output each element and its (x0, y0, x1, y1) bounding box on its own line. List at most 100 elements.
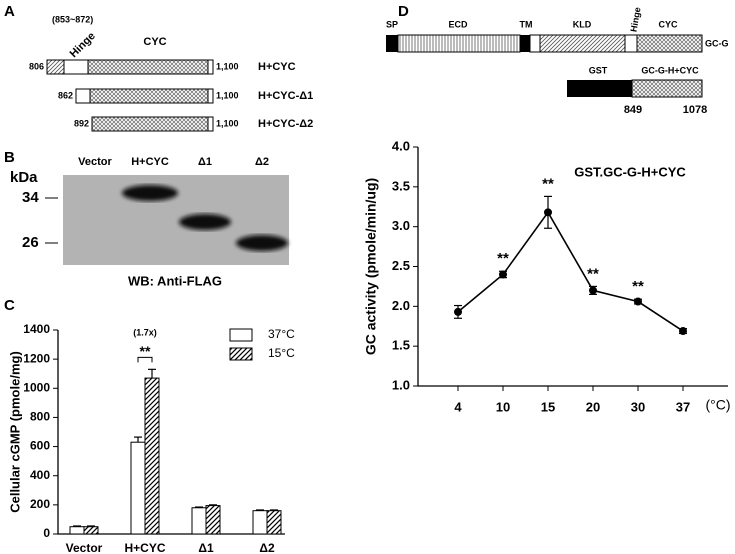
domain: KLD (573, 19, 592, 29)
legend-swatch (229, 347, 253, 361)
marker: 34 (22, 189, 39, 206)
segment (207, 59, 214, 75)
significance: ** (497, 250, 509, 267)
x-tick-label: Δ2 (259, 541, 275, 554)
band (179, 214, 231, 230)
y-tick-label: 3.0 (392, 218, 410, 233)
fusion: GC-G-H+CYC (641, 65, 699, 75)
segment (386, 35, 398, 52)
fusion: GST (589, 65, 608, 75)
segment (91, 116, 209, 132)
segment (46, 59, 65, 75)
segment (636, 34, 703, 53)
segment (63, 59, 89, 75)
panel-a: (853~872) Hinge CYC 806 862 892 1,100 1,… (29, 14, 313, 132)
segment (207, 88, 214, 104)
y-tick-label: 1.0 (392, 377, 410, 392)
segment (567, 80, 632, 97)
bar (266, 510, 282, 535)
segment (75, 88, 91, 104)
y-tick-label: 4.0 (392, 138, 410, 153)
legend-swatch (229, 328, 253, 342)
band (236, 235, 288, 251)
segment (397, 34, 521, 53)
y-tick-label: 400 (30, 468, 50, 482)
significance: ** (587, 265, 599, 282)
bar (83, 526, 99, 535)
significance: ** (632, 278, 644, 295)
domain: ECD (448, 19, 468, 29)
domain: CYC (658, 19, 678, 29)
significance: ** (140, 343, 151, 359)
y-tick-label: 200 (30, 497, 50, 511)
residue: 849 (624, 104, 642, 116)
construct: H+CYC (258, 61, 296, 73)
panel-b: Vector H+CYC Δ1 Δ2 kDa 34 26 WB: Anti-FL… (10, 156, 289, 288)
blot (63, 175, 289, 265)
legend-label: 37°C (268, 327, 295, 341)
bar (130, 441, 146, 535)
y-tick-label: 2.5 (392, 258, 410, 273)
unit: kDa (10, 169, 38, 186)
panel-label: A (4, 3, 15, 20)
y-tick-label: 800 (30, 410, 50, 424)
hinge-label: Hinge (68, 30, 98, 60)
y-tick-label: 3.5 (392, 178, 410, 193)
y-tick-label: 1400 (23, 322, 50, 336)
x-tick-label: 10 (496, 399, 510, 414)
lane-label: Δ2 (255, 156, 269, 168)
y-tick-label: 1200 (23, 351, 50, 365)
x-tick-label: 15 (541, 399, 555, 414)
panel-label: D (398, 3, 409, 20)
y-label: Cellular cGMP (pmole/mg) (7, 351, 22, 513)
x-tick-label: 30 (631, 399, 645, 414)
x-tick-label: 37 (676, 399, 690, 414)
marker: 26 (22, 234, 39, 251)
hinge-range: (853~872) (52, 14, 93, 24)
cyc-label: CYC (143, 36, 166, 48)
segment (631, 79, 703, 98)
y-tick-label: 600 (30, 439, 50, 453)
x-tick-label: 4 (454, 399, 462, 414)
point (544, 208, 552, 217)
bracket (137, 356, 153, 363)
panel-label: B (4, 149, 15, 166)
bar (191, 507, 207, 535)
axes (417, 147, 728, 387)
segment (520, 35, 530, 52)
y-label: GC activity (pmole/min/ug) (363, 178, 379, 355)
end: 1,100 (216, 118, 239, 128)
significance: ** (542, 175, 554, 192)
start: 806 (29, 61, 44, 71)
y-tick-label: 0 (43, 526, 50, 540)
bar (205, 505, 221, 535)
point (679, 327, 687, 336)
caption: WB: Anti-FLAG (128, 273, 222, 288)
legend-label: 15°C (268, 346, 295, 360)
point (634, 297, 642, 306)
lane-label: Vector (78, 156, 112, 168)
panel-label: C (4, 297, 15, 314)
start: 862 (58, 90, 73, 100)
fold-change: (1.7x) (133, 328, 157, 338)
bar (144, 377, 160, 535)
y-tick-label: 1000 (23, 380, 50, 394)
y-tick-label: 1.5 (392, 338, 410, 353)
point (454, 307, 462, 316)
x-tick-label: Δ1 (198, 541, 214, 554)
segment (207, 116, 214, 132)
bar (69, 526, 85, 535)
band (122, 185, 178, 201)
point (499, 270, 507, 279)
lane-label: H+CYC (131, 156, 169, 168)
segment (539, 34, 626, 53)
point (589, 286, 597, 295)
start: 892 (74, 118, 89, 128)
y-tick-label: 2.0 (392, 298, 410, 313)
domain: Hinge (628, 6, 642, 32)
segment (624, 34, 638, 53)
x-tick-label: Vector (66, 541, 103, 554)
end: 1,100 (216, 90, 239, 100)
axes (57, 330, 285, 535)
